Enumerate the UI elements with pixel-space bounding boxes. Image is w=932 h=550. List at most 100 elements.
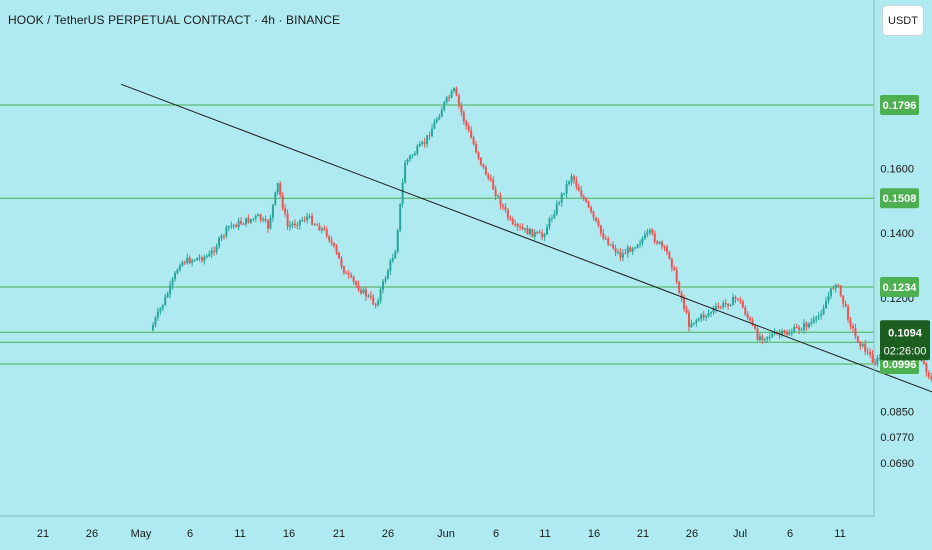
candle-body-183 [599,225,602,234]
candle-body-43 [257,214,260,216]
candle-body-148 [514,223,517,225]
x-tick-label: 21 [37,528,49,540]
candle-body-73 [330,240,333,244]
candle-body-190 [617,252,620,254]
candle-body-137 [487,174,490,179]
candle-body-153 [526,228,529,235]
candle-body-135 [482,164,485,167]
candle-body-251 [766,336,769,339]
candle-body-272 [817,315,820,318]
candle-body-209 [663,246,666,248]
y-tick-label: 0.0770 [880,432,914,444]
candle-body-274 [822,308,825,314]
x-tick-label: Jun [437,528,455,540]
candle-body-151 [521,227,524,230]
level-badge-2 [880,276,919,297]
x-tick-label: 21 [637,528,649,540]
candle-body-315 [922,360,925,364]
trendline[interactable] [120,83,932,400]
candle-body-29 [222,235,225,237]
candle-body-127 [462,112,465,122]
candle-body-185 [604,238,607,240]
candle-body-262 [793,327,796,333]
candle-body-269 [810,322,813,324]
candle-body-179 [590,207,593,212]
candle-body-72 [328,236,331,241]
candle-body-101 [399,203,402,231]
candle-body-182 [597,221,600,226]
candle-body-292 [866,351,869,353]
candle-body-175 [580,190,583,197]
candle-body-224 [700,314,703,319]
candle-body-34 [235,224,238,228]
candle-body-259 [785,332,788,335]
candle-body-240 [739,299,742,302]
candle-body-167 [560,193,563,203]
candle-body-202 [646,232,649,235]
chart-title: HOOK / TetherUS PERPETUAL CONTRACT · 4h … [8,13,341,27]
candle-body-21 [203,256,206,261]
level-badge-label: 0.1234 [883,282,918,294]
candle-body-147 [511,219,514,224]
candle-body-288 [856,336,859,343]
candle-body-273 [820,313,823,316]
candle-body-53 [281,194,284,209]
candle-body-49 [271,204,274,218]
candle-body-188 [612,244,615,249]
candle-body-150 [519,226,522,228]
candle-body-95 [384,278,387,282]
candle-body-31 [227,226,230,228]
candle-body-191 [619,252,622,258]
candle-body-205 [653,233,656,242]
candle-body-318 [930,376,932,380]
candle-body-97 [389,260,392,271]
candle-body-174 [577,186,580,191]
currency-button[interactable]: USDT [882,5,924,36]
candle-body-192 [621,253,624,258]
candle-body-215 [678,281,681,293]
candle-body-13 [183,262,186,264]
candle-body-187 [609,244,612,246]
x-tick-label: 26 [382,528,394,540]
candle-body-124 [455,88,458,96]
candle-body-82 [352,276,355,282]
candle-body-6 [166,293,169,297]
candle-body-245 [751,320,754,326]
candle-body-220 [690,323,693,327]
level-badge-0 [880,95,919,115]
candle-body-1 [154,318,157,326]
candle-body-24 [210,250,213,255]
candle-body-52 [279,183,282,195]
candle-body-111 [423,142,426,144]
y-tick-label: 0.0690 [880,458,914,470]
candle-body-152 [523,228,526,230]
x-tick-label: 6 [787,528,793,540]
candle-body-236 [729,304,732,306]
candle-body-109 [418,143,421,147]
candle-body-278 [832,288,835,290]
candle-body-268 [807,323,810,328]
candle-body-112 [426,135,429,144]
candle-body-263 [795,327,798,329]
candle-body-7 [169,285,172,294]
candle-body-68 [318,225,321,231]
candle-body-89 [369,295,372,298]
candle-body-116 [435,119,438,122]
candle-body-138 [489,178,492,180]
candle-body-275 [825,301,828,309]
x-tick-label: 6 [187,528,193,540]
candle-body-131 [472,137,475,145]
x-tick-label: Jul [733,528,747,540]
candle-body-74 [333,243,336,247]
candle-body-264 [798,327,801,330]
candle-body-78 [342,266,345,273]
candle-body-283 [844,303,847,307]
candle-body-77 [340,258,343,267]
time-axis: 21 26 May 6 11 16 21 26 Jun 6 11 16 21 26 Jul 6 11 [37,528,846,540]
candle-body-208 [661,241,664,247]
x-tick-label: 16 [588,528,600,540]
candle-body-64 [308,215,311,217]
candle-body-114 [430,128,433,137]
candle-body-86 [362,289,365,293]
